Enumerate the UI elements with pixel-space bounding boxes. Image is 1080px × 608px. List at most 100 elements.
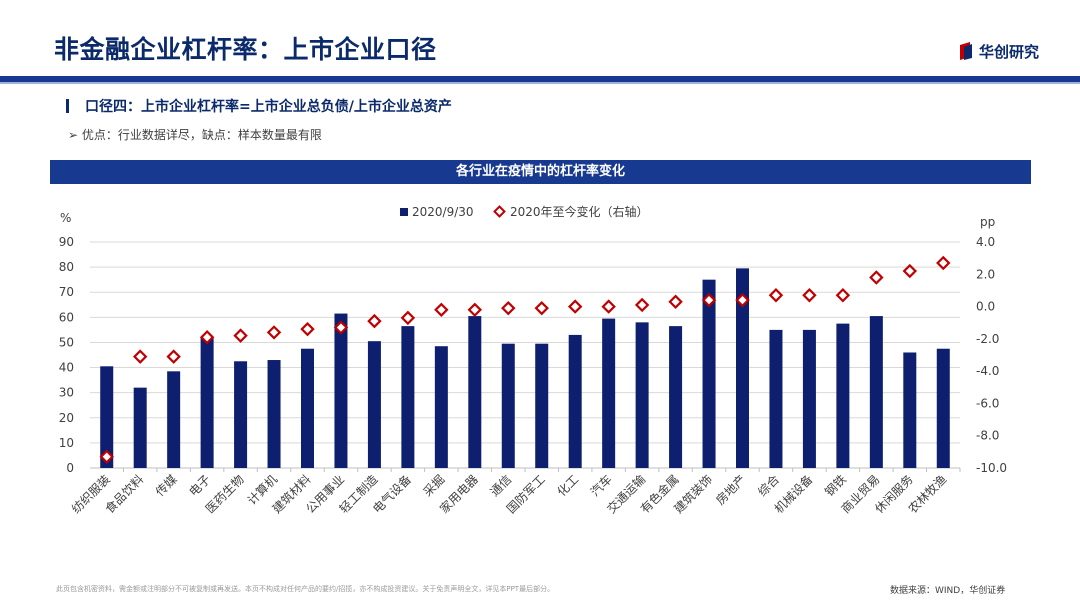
left-axis-unit: % xyxy=(60,211,71,225)
bar xyxy=(501,343,515,468)
diamond-series xyxy=(99,255,951,464)
bar xyxy=(167,371,181,468)
bar xyxy=(367,341,381,468)
diamond-point xyxy=(902,263,918,279)
left-tick-label: 10 xyxy=(59,436,74,450)
legend-bar-label: 2020/9/30 xyxy=(412,205,474,219)
legend-diamond-swatch xyxy=(493,205,506,218)
diamond-point xyxy=(132,349,148,364)
right-tick-label: 2.0 xyxy=(976,267,995,281)
bar xyxy=(769,329,783,468)
diamond-point xyxy=(534,300,549,316)
bar xyxy=(434,346,448,468)
diamond-point xyxy=(233,328,248,343)
chart-title: 各行业在疫情中的杠杆率变化 xyxy=(50,160,1031,184)
bar xyxy=(602,318,616,468)
data-source: 数据来源：WIND，华创证券 xyxy=(890,586,1006,596)
diamond-point xyxy=(266,325,282,340)
category-label: 传媒 xyxy=(152,472,180,500)
bar xyxy=(669,326,683,468)
bar xyxy=(936,348,950,468)
diamond-point xyxy=(300,321,315,337)
bar xyxy=(100,366,114,468)
diamond-point xyxy=(567,299,583,314)
subheading: 口径四：上市企业杠杆率=上市企业总负债/上市企业总资产 xyxy=(66,96,452,116)
bar xyxy=(267,360,281,468)
bar xyxy=(301,348,314,468)
diamond-point xyxy=(434,302,449,318)
right-tick-label: -8.0 xyxy=(976,429,999,443)
right-tick-label: -6.0 xyxy=(976,396,999,410)
left-tick-label: 20 xyxy=(59,411,74,425)
logo-text: 华创研究 xyxy=(979,42,1040,61)
bar xyxy=(903,352,917,468)
left-tick-label: 70 xyxy=(59,285,74,299)
right-tick-label: -4.0 xyxy=(976,364,999,378)
left-tick-label: 60 xyxy=(59,310,74,324)
diamond-point xyxy=(835,288,851,303)
left-tick-label: 0 xyxy=(66,461,74,475)
diamond-point xyxy=(333,320,349,335)
right-tick-label: 0.0 xyxy=(976,300,995,314)
bar xyxy=(468,316,482,468)
bar xyxy=(736,268,749,468)
header-rule-light xyxy=(0,82,1080,84)
diamond-point xyxy=(166,349,181,364)
arrow-bullet-icon: ➢ xyxy=(68,128,79,142)
diamond-point xyxy=(768,288,784,303)
right-axis-unit: pp xyxy=(980,215,995,229)
bar xyxy=(234,361,248,468)
bar xyxy=(334,313,348,468)
logo-mark-icon xyxy=(960,42,972,60)
diamond-point xyxy=(802,288,817,303)
diamond-point xyxy=(501,300,516,316)
diamond-point xyxy=(367,313,382,329)
bar xyxy=(133,387,147,468)
category-label: 采掘 xyxy=(420,472,448,500)
diamond-point xyxy=(199,330,215,345)
category-label: 电子 xyxy=(186,472,213,499)
bullet-text: 优点：行业数据详尽，缺点：样本数量最有限 xyxy=(81,128,322,142)
right-tick-label: 4.0 xyxy=(976,235,995,249)
bar xyxy=(535,343,549,468)
diamond-point xyxy=(869,270,884,285)
bar xyxy=(802,329,816,468)
bullet-line: ➢ 优点：行业数据详尽，缺点：样本数量最有限 xyxy=(68,126,322,143)
bar xyxy=(635,322,649,468)
category-label: 房地产 xyxy=(713,472,749,508)
left-tick-label: 50 xyxy=(59,335,74,349)
bar-series xyxy=(100,268,950,468)
category-label: 钢铁 xyxy=(822,472,849,499)
diamond-point xyxy=(936,255,951,271)
disclaimer-footnote: 此页包含机密资料，需金额或注明部分不可被复制或再发送。本页不构成对任何产品的要约… xyxy=(56,585,555,593)
diamond-point xyxy=(467,302,483,318)
chart-gridlines xyxy=(90,241,960,469)
bar xyxy=(869,316,883,468)
category-label: 化工 xyxy=(554,472,581,499)
header-rule xyxy=(0,76,1080,82)
legend-diamond-label: 2020年至今变化（右轴） xyxy=(510,204,649,219)
left-tick-label: 80 xyxy=(59,260,74,274)
left-tick-label: 90 xyxy=(59,235,74,249)
diamond-point xyxy=(400,310,416,326)
chart-legend: 2020/9/30 2020年至今变化（右轴） xyxy=(400,204,649,219)
diamond-point xyxy=(99,449,114,464)
left-tick-label: 40 xyxy=(59,361,74,375)
legend-bar-swatch xyxy=(400,208,408,216)
bar xyxy=(200,337,214,468)
page-title: 非金融企业杠杆率：上市企业口径 xyxy=(54,35,437,64)
bar xyxy=(836,323,850,468)
category-label: 综合 xyxy=(754,472,782,500)
subheading-text: 口径四：上市企业杠杆率=上市企业总负债/上市企业总资产 xyxy=(85,99,452,115)
bar xyxy=(568,334,582,468)
bar xyxy=(702,279,716,468)
diamond-point xyxy=(634,297,650,313)
right-tick-label: -2.0 xyxy=(976,332,999,346)
diamond-point xyxy=(668,294,683,309)
subheading-marker xyxy=(66,99,69,113)
diamond-point xyxy=(701,292,717,308)
bar xyxy=(401,326,415,468)
right-tick-label: -10.0 xyxy=(976,461,1007,475)
diamond-point xyxy=(601,299,616,314)
